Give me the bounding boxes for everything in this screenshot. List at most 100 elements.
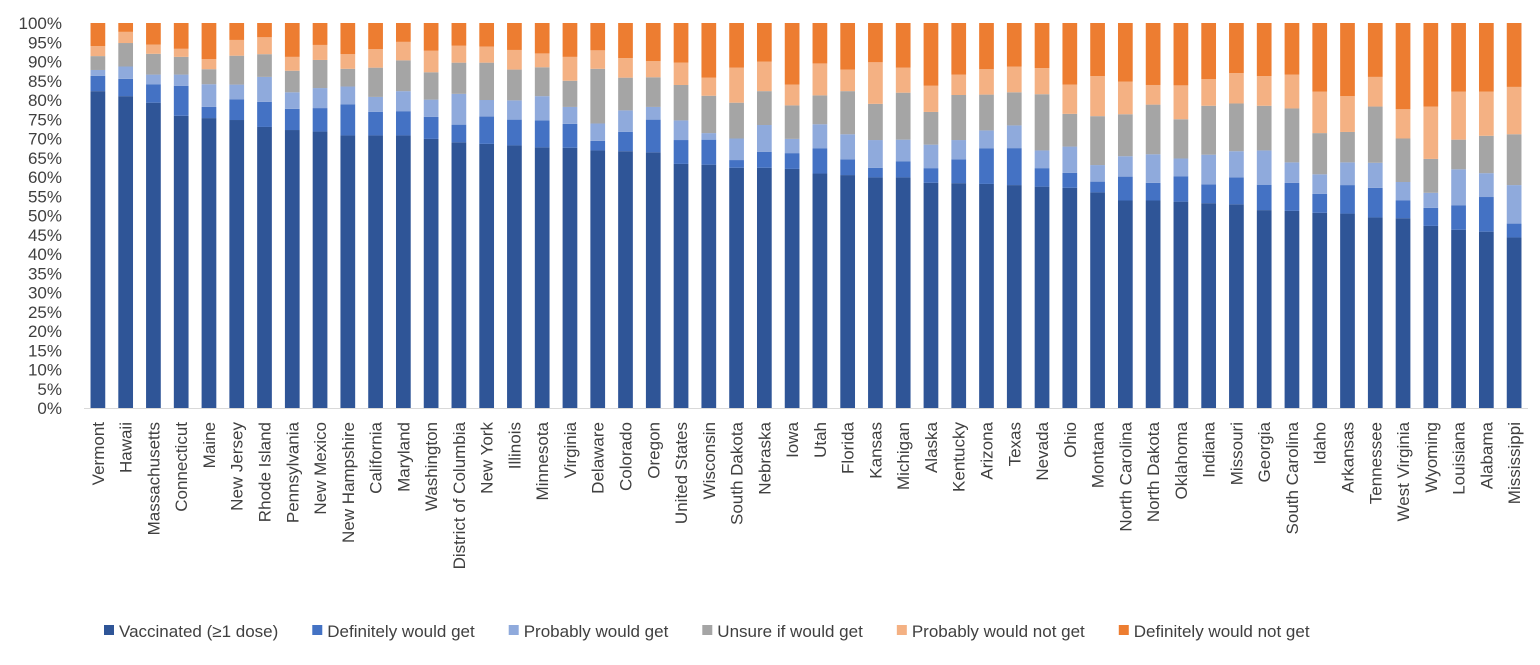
bar-segment [257,23,272,38]
bar-segment [1395,218,1411,408]
bar-segment [1201,184,1217,204]
bar-segment [534,67,550,97]
bar-segment [645,152,661,408]
bar-segment [229,99,245,121]
bar-segment [895,92,911,140]
bar-segment [1423,23,1439,107]
bar-segment [1006,66,1022,93]
x-tick-label: Iowa [783,421,802,457]
x-tick-label: Wisconsin [700,422,719,499]
bar-segment [479,100,495,117]
bar-segment [479,116,495,144]
bar-segment [1506,223,1522,238]
bar-segment [729,167,744,408]
bar-segment [118,66,134,79]
bar-segment [979,183,994,408]
bar-segment [618,58,633,78]
bar-segment [1284,162,1300,183]
legend-item: Definitely would not get [1118,622,1310,641]
y-tick-label: 80% [28,91,62,110]
y-tick-label: 70% [28,130,62,149]
bar-segment [1312,212,1328,408]
bar-segment [701,23,717,78]
bar-segment [1173,176,1189,202]
bar-segment [1062,113,1078,147]
legend-swatch [508,625,519,635]
bar-segment [1034,168,1050,187]
bar-segment [1478,173,1494,198]
bar-segment [1451,205,1466,230]
x-tick-label: Ohio [1061,422,1080,458]
x-tick-label: North Carolina [1116,421,1135,531]
bar-segment [146,53,161,75]
bar-segment [979,148,994,184]
bar-segment [1201,154,1217,185]
bar-segment [1006,23,1022,67]
bar-segment [951,95,967,141]
bar-segment [368,67,383,97]
bar-segment [1229,204,1244,408]
bar-segment [340,135,356,409]
bar-segment [451,124,467,143]
bar-segment [701,164,717,408]
bar-segment [1451,169,1466,206]
x-tick-label: Nebraska [755,421,774,494]
bar-segment [1340,162,1355,186]
bar-segment [784,84,800,106]
bar-segment [395,111,411,136]
bar-segment [1229,151,1244,178]
bar-segment [1229,23,1244,74]
bar-segment [312,59,328,89]
bar-segment [1451,91,1466,140]
bar-segment [1340,185,1355,214]
bar-segment [173,85,189,116]
bar-segment [1145,154,1161,183]
x-tick-label: Colorado [617,422,636,491]
bar-segment [1506,23,1522,87]
bar-segment [562,80,578,107]
bar-segment [423,23,439,51]
x-tick-label: Maryland [394,422,413,492]
y-tick-label: 100% [19,14,62,33]
legend: Vaccinated (≥1 dose) Definitely would get… [104,622,1310,641]
bar-segment [951,74,967,95]
bar-segment [868,103,883,141]
bar-segment [673,62,689,85]
x-tick-label: Montana [1089,421,1108,488]
bar-segment [534,23,550,54]
bar-segment [479,46,495,63]
x-tick-label: Delaware [589,422,608,494]
bar-segment [895,177,911,408]
legend-label: Unsure if would get [717,622,863,641]
bar-segment [1062,23,1078,85]
bar-segment [951,140,967,160]
bar-segment [1340,131,1355,163]
bar-segment [146,74,161,85]
bar-segment [173,74,189,86]
x-tick-label: Idaho [1311,422,1330,465]
bar-segment [1395,182,1411,201]
bar-segment [534,96,550,121]
bar-segment [812,173,828,408]
bar-segment [257,126,272,408]
bar-segment [1090,116,1105,166]
y-tick-label: 90% [28,53,62,72]
bar-segment [1062,172,1078,188]
bar-segment [368,111,383,136]
x-tick-label: New Jersey [228,422,247,511]
bar-segment [146,84,161,103]
bar-segment [507,23,522,50]
y-tick-label: 10% [28,361,62,380]
bar-segment [868,167,883,178]
bar-segment [784,105,800,139]
bar-segment [201,23,217,60]
bar-segment [1478,23,1494,92]
bar-segment [729,138,744,161]
bar-segment [812,148,828,174]
x-tick-label: Virginia [561,421,580,478]
bar-segment [451,93,467,125]
bar-segment [1284,108,1300,163]
bar-segment [534,120,550,148]
bar-segment [90,75,106,92]
x-tick-label: Arkansas [1339,422,1358,493]
